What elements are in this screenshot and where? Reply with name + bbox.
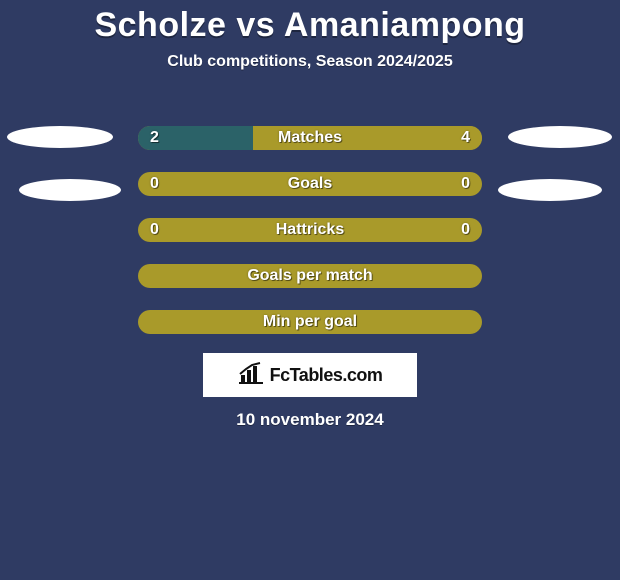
stat-label: Goals xyxy=(138,172,482,196)
stat-value-left: 0 xyxy=(150,172,159,196)
comparison-card: Scholze vs Amaniampong Club competitions… xyxy=(0,0,620,580)
player-right-swatch-1 xyxy=(508,126,612,148)
source-logo-text: FcTables.com xyxy=(270,365,383,386)
page-title: Scholze vs Amaniampong xyxy=(0,0,620,45)
stat-label: Hattricks xyxy=(138,218,482,242)
stat-value-left: 0 xyxy=(150,218,159,242)
stat-value-left: 2 xyxy=(150,126,159,150)
stat-value-right: 4 xyxy=(461,126,470,150)
stat-row: Min per goal xyxy=(138,310,482,334)
stat-label: Goals per match xyxy=(138,264,482,288)
subtitle: Club competitions, Season 2024/2025 xyxy=(0,53,620,71)
player-left-swatch-2 xyxy=(19,179,121,201)
player-right-swatch-2 xyxy=(498,179,602,201)
stat-rows: Matches24Goals00Hattricks00Goals per mat… xyxy=(138,126,482,356)
stat-row: Hattricks0 0 xyxy=(138,218,482,242)
source-logo: FcTables.com xyxy=(203,353,417,397)
stat-value-right: 0 xyxy=(461,218,470,242)
stat-row: Goals0 0 xyxy=(138,172,482,196)
stat-label: Min per goal xyxy=(138,310,482,334)
date-text: 10 november 2024 xyxy=(0,410,620,430)
stat-row: Goals per match xyxy=(138,264,482,288)
stat-value-right: 0 xyxy=(461,172,470,196)
stat-row: Matches2 4 xyxy=(138,126,482,150)
stat-label: Matches xyxy=(138,126,482,150)
bar-chart-icon xyxy=(238,362,264,389)
player-left-swatch-1 xyxy=(7,126,113,148)
